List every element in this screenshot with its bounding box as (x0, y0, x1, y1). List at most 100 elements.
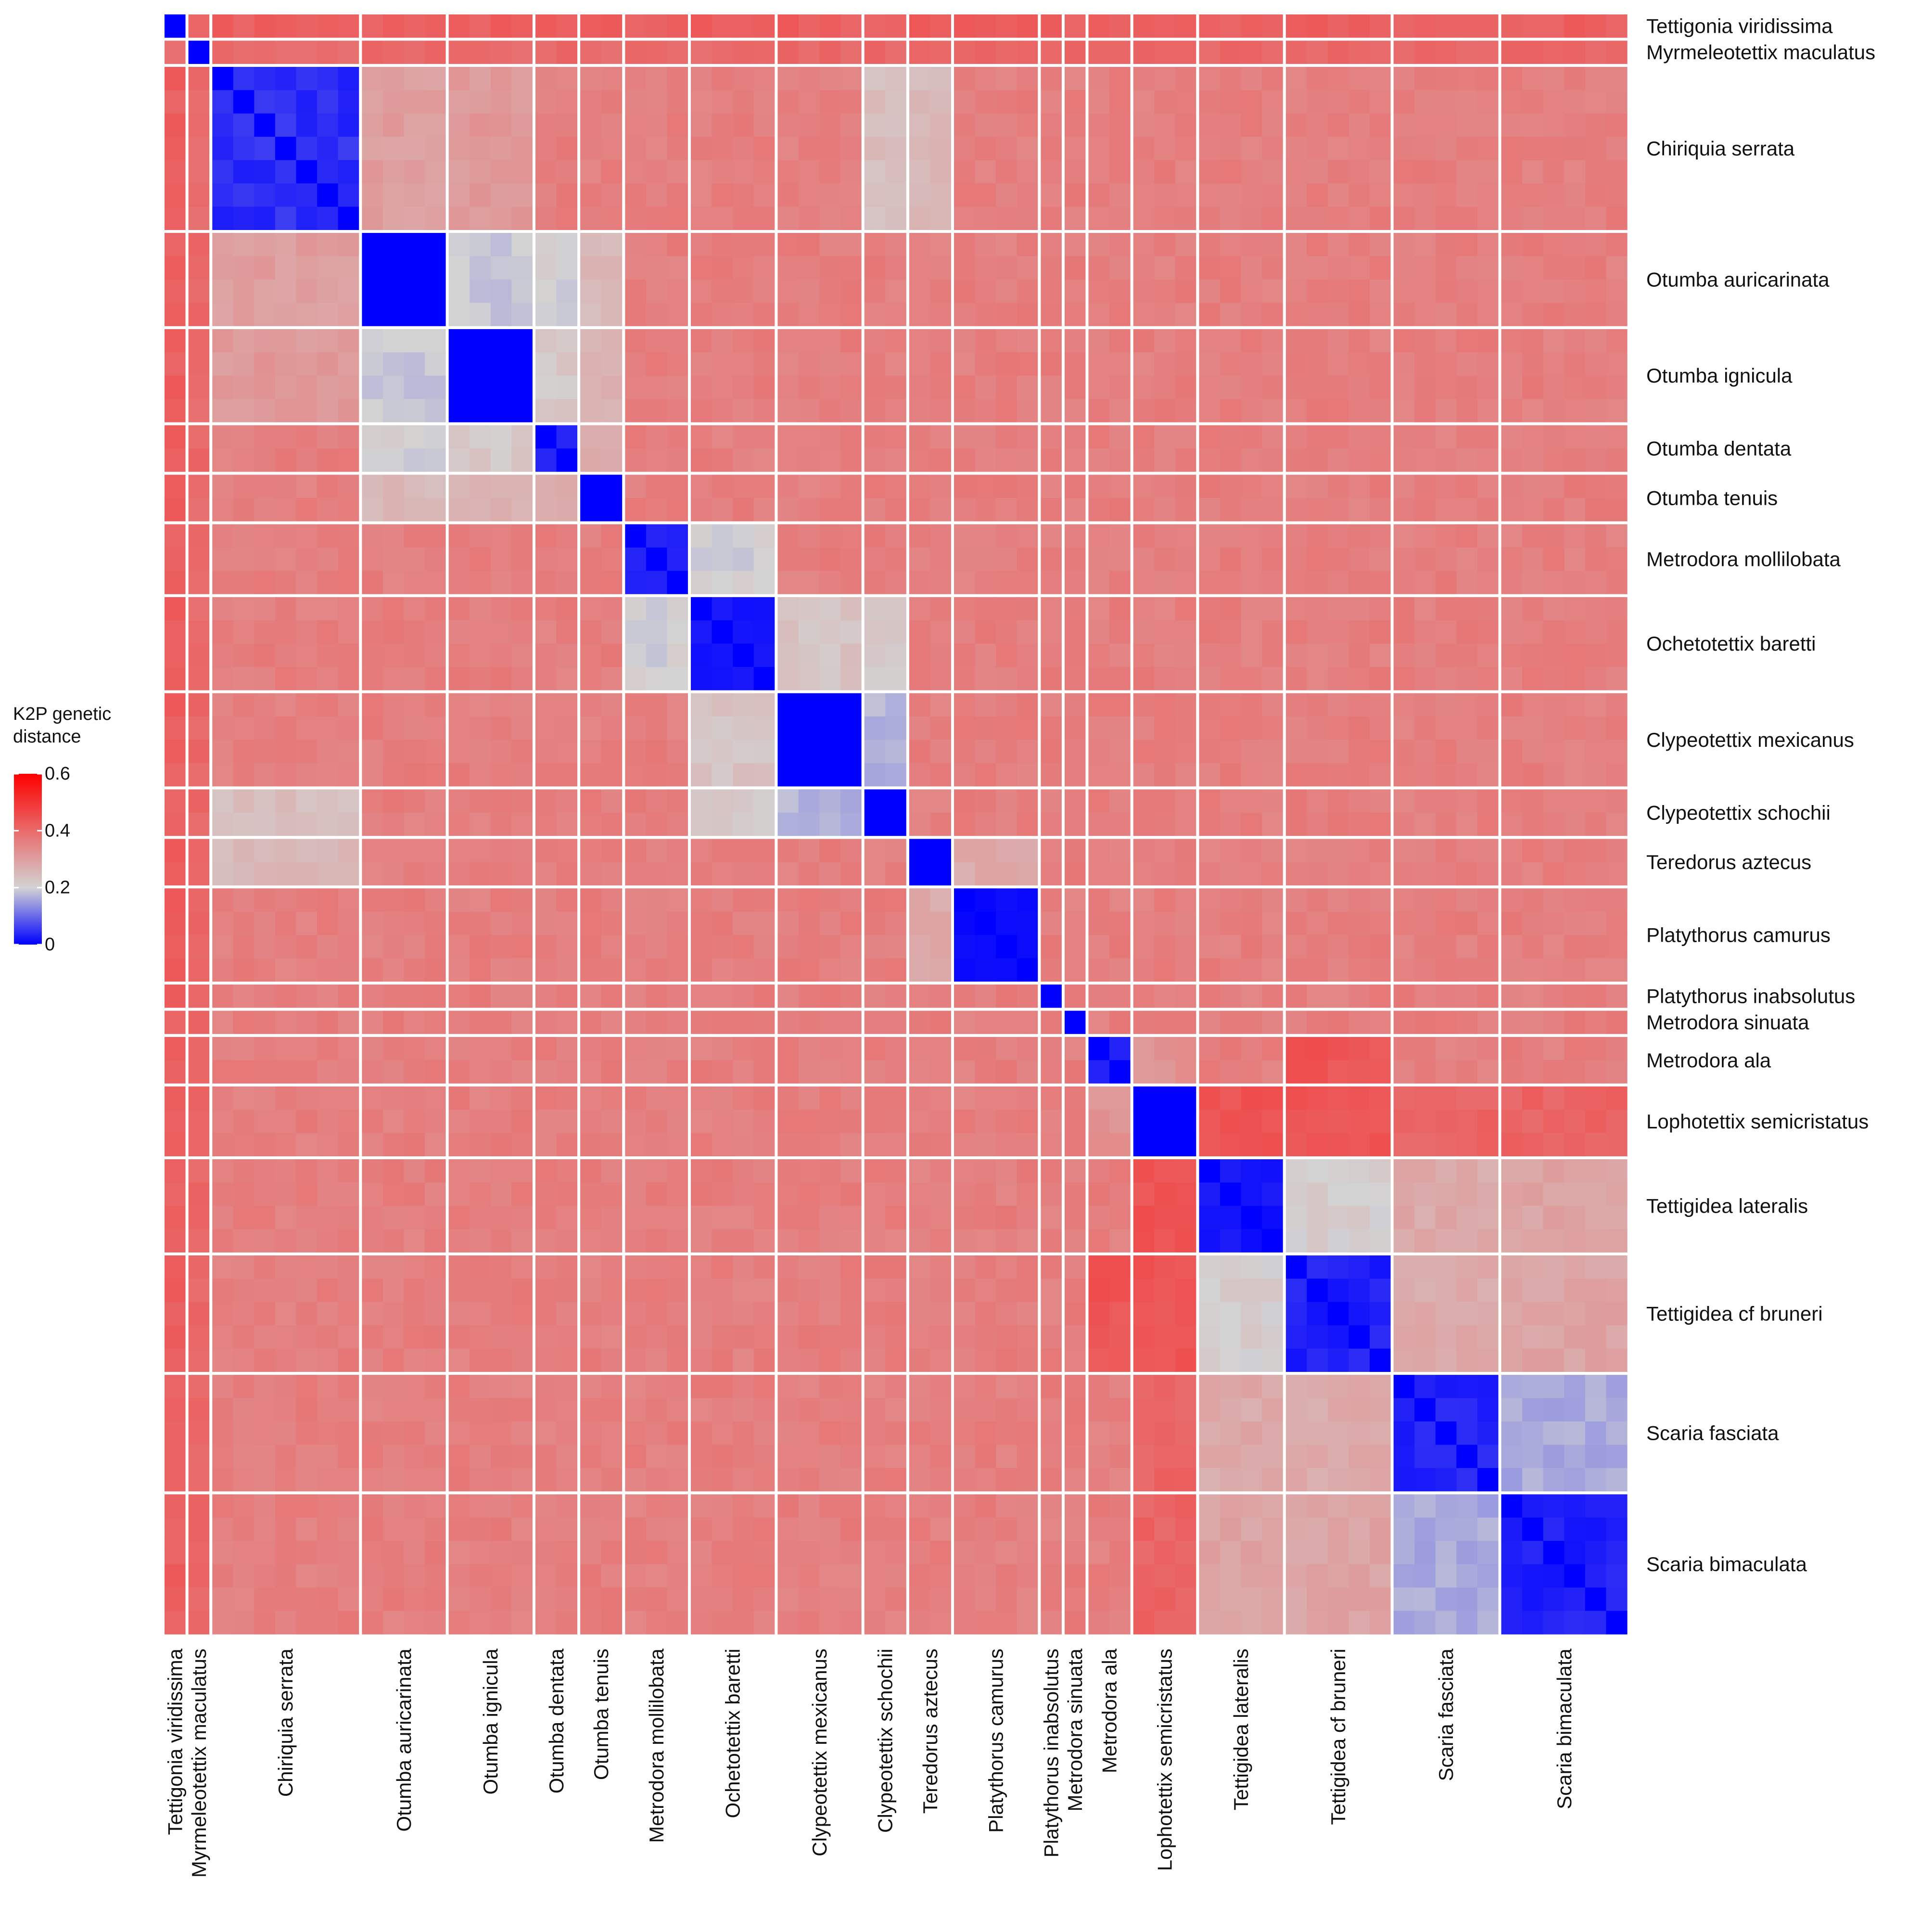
heatmap-cell (1477, 524, 1499, 548)
heatmap-cell (885, 1517, 907, 1541)
heatmap-cell (1393, 1182, 1415, 1206)
heatmap-cell (470, 984, 491, 1008)
heatmap-cell (1393, 1325, 1415, 1349)
heatmap-cell (424, 597, 446, 621)
heatmap-cell (338, 547, 359, 571)
heatmap-cell (580, 1279, 602, 1303)
heatmap-cell (1154, 1541, 1176, 1565)
heatmap-cell (317, 206, 339, 230)
heatmap-cell (1133, 888, 1155, 912)
heatmap-cell (1370, 862, 1391, 886)
heatmap-cell (580, 233, 602, 257)
heatmap-cell (188, 1182, 210, 1206)
heatmap-cell (338, 1182, 359, 1206)
heatmap-cell (864, 763, 886, 787)
heatmap-cell (930, 399, 952, 423)
heatmap-cell (1414, 740, 1436, 764)
heatmap-cell (1064, 1060, 1086, 1084)
heatmap-cell (1414, 113, 1436, 137)
heatmap-cell (712, 375, 733, 399)
heatmap-cell (712, 862, 733, 886)
heatmap-cell (1017, 474, 1038, 499)
heatmap-cell (1456, 329, 1478, 353)
heatmap-cell (1088, 1279, 1110, 1303)
heatmap-cell (470, 256, 491, 280)
heatmap-cell (1370, 279, 1391, 303)
heatmap-cell (1501, 667, 1523, 691)
heatmap-cell (1606, 547, 1628, 571)
heatmap-cell (1262, 1398, 1284, 1422)
vertical-separator (861, 14, 865, 1634)
heatmap-cell (1414, 375, 1436, 399)
heatmap-cell (864, 1541, 886, 1565)
heatmap-cell (1501, 1445, 1523, 1469)
heatmap-cell (470, 40, 491, 64)
heatmap-cell (511, 620, 533, 644)
heatmap-cell (777, 425, 799, 449)
heatmap-cell (362, 352, 383, 376)
heatmap-cell (317, 1159, 339, 1183)
heatmap-cell (1477, 448, 1499, 473)
heatmap-cell (317, 620, 339, 644)
heatmap-cell (885, 1348, 907, 1372)
heatmap-cell (798, 839, 820, 863)
heatmap-cell (188, 547, 210, 571)
heatmap-cell (1285, 1110, 1307, 1134)
heatmap-cell (296, 233, 318, 257)
heatmap-cell (864, 740, 886, 764)
heatmap-cell (667, 1133, 688, 1157)
heatmap-cell (753, 1541, 775, 1565)
heatmap-cell (1349, 740, 1370, 764)
heatmap-cell (1017, 14, 1038, 38)
heatmap-cell (1370, 206, 1391, 230)
heatmap-cell (1543, 789, 1565, 813)
heatmap-cell (1393, 984, 1415, 1008)
heatmap-cell (1175, 1205, 1196, 1229)
heatmap-cell (1307, 279, 1328, 303)
heatmap-cell (254, 1494, 276, 1518)
heatmap-cell (1262, 911, 1284, 935)
heatmap-cell (840, 183, 862, 207)
heatmap-cell (233, 571, 254, 595)
heatmap-cell (1501, 1494, 1523, 1518)
heatmap-cell (1414, 1133, 1436, 1157)
vertical-separator (1085, 14, 1089, 1634)
heatmap-cell (1456, 1086, 1478, 1110)
heatmap-cell (1262, 303, 1284, 327)
heatmap-cell (1543, 862, 1565, 886)
heatmap-cell (362, 137, 383, 161)
heatmap-cell (317, 113, 339, 137)
heatmap-cell (1456, 571, 1478, 595)
heatmap-cell (733, 1421, 754, 1446)
heatmap-cell (753, 1398, 775, 1422)
heatmap-cell (404, 399, 425, 423)
heatmap-cell (1370, 935, 1391, 959)
heatmap-cell (1585, 1255, 1607, 1279)
heatmap-cell (954, 1229, 976, 1253)
heatmap-cell (1154, 571, 1176, 595)
heatmap-cell (1435, 1325, 1457, 1349)
heatmap-cell (165, 1494, 186, 1518)
heatmap-cell (556, 160, 578, 184)
heatmap-cell (1327, 862, 1349, 886)
heatmap-cell (448, 183, 470, 207)
heatmap-cell (424, 958, 446, 982)
heatmap-cell (864, 1468, 886, 1492)
heatmap-cell (1285, 1036, 1307, 1061)
heatmap-cell (556, 693, 578, 717)
row-label: Lophotettix semicristatus (1646, 1110, 1869, 1133)
heatmap-cell (1435, 498, 1457, 522)
heatmap-cell (1220, 1255, 1242, 1279)
heatmap-cell (470, 597, 491, 621)
heatmap-cell (690, 183, 712, 207)
heatmap-cell (338, 643, 359, 667)
heatmap-cell (338, 498, 359, 522)
heatmap-cell (1041, 740, 1062, 764)
heatmap-cell (212, 1205, 234, 1229)
heatmap-cell (1175, 1517, 1196, 1541)
vertical-separator (1283, 14, 1286, 1634)
heatmap-cell (1262, 935, 1284, 959)
heatmap-cell (1543, 1086, 1565, 1110)
heatmap-cell (625, 183, 647, 207)
heatmap-cell (382, 498, 404, 522)
